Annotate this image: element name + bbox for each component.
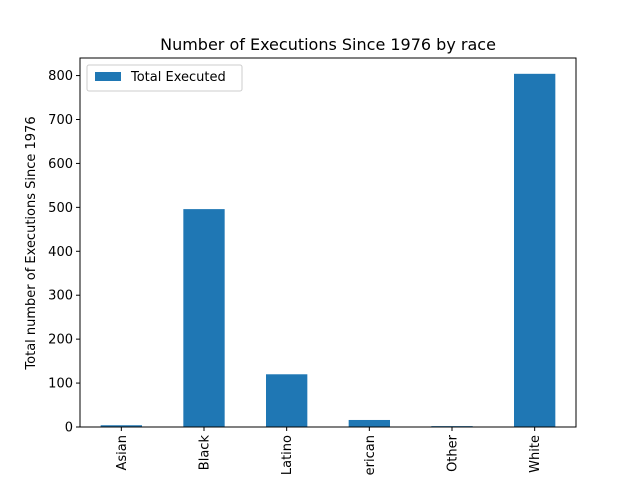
bar-white (514, 73, 556, 428)
bars-group (100, 73, 556, 428)
y-tick-label: 700 (48, 113, 73, 128)
bar-latino (266, 374, 308, 427)
x-tick-label: erican (363, 435, 378, 475)
bar-erican (348, 419, 390, 427)
y-axis-label: Total number of Executions Since 1976 (24, 116, 39, 370)
y-tick-label: 300 (48, 289, 73, 304)
y-tick-label: 800 (48, 69, 73, 84)
plot-frame (79, 57, 577, 428)
x-tick-label: Latino (280, 435, 295, 475)
x-tick-label: Black (198, 435, 213, 471)
chart-title: Number of Executions Since 1976 by race (160, 35, 496, 54)
bar-black (183, 209, 225, 427)
y-tick-label: 200 (48, 333, 73, 348)
x-tick-label: Asian (115, 435, 130, 470)
bar-asian (100, 425, 142, 427)
y-axis: 0 100 200 300 400 500 600 700 800 (48, 69, 80, 436)
y-tick-label: 600 (48, 157, 73, 172)
legend-label: Total Executed (130, 70, 226, 85)
y-tick-label: 0 (65, 421, 73, 436)
legend: Total Executed (86, 64, 243, 92)
legend-box (86, 64, 243, 92)
y-tick-label: 400 (48, 245, 73, 260)
y-tick-label: 500 (48, 201, 73, 216)
y-tick-label: 100 (48, 377, 73, 392)
legend-swatch (95, 72, 121, 81)
x-tick-label: Other (446, 434, 461, 472)
x-axis: Asian Black Latino erican Other White (115, 427, 543, 475)
x-tick-label: White (528, 435, 543, 473)
